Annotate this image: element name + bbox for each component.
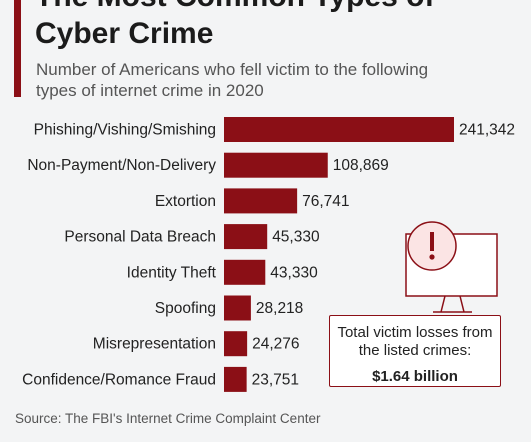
source-note: Source: The FBI's Internet Crime Complai…: [15, 411, 321, 426]
value-label: 108,869: [333, 157, 389, 174]
bar: [224, 366, 247, 392]
callout-value: $1.64 billion: [372, 368, 458, 385]
value-label: 43,330: [270, 264, 318, 281]
category-label: Personal Data Breach: [64, 229, 216, 246]
category-label: Identity Theft: [127, 264, 217, 281]
category-label: Extortion: [155, 193, 216, 210]
total-losses-callout: Total victim losses from the listed crim…: [329, 315, 501, 387]
bar: [224, 331, 248, 357]
value-label: 241,342: [459, 122, 515, 139]
accent-bar: [14, 0, 21, 97]
category-label: Non-Payment/Non-Delivery: [27, 157, 216, 174]
value-label: 45,330: [272, 229, 320, 246]
bar: [224, 188, 298, 214]
value-label: 24,276: [252, 336, 299, 353]
bar: [224, 224, 268, 250]
value-label: 76,741: [302, 193, 349, 210]
monitor-warning-icon: [405, 221, 498, 313]
category-label: Confidence/Romance Fraud: [22, 371, 216, 388]
value-label: 28,218: [256, 300, 303, 317]
callout-text: Total victim losses from the listed crim…: [337, 324, 493, 359]
chart-title: The Most Common Types of Cyber Crime: [35, 0, 434, 50]
category-label: Misrepresentation: [93, 336, 216, 353]
bar: [224, 295, 251, 321]
bar-chart: Phishing/Vishing/Smishing 241,342 Non-Paym…: [22, 117, 515, 392]
bar: [224, 152, 328, 178]
chart-subtitle: Number of Americans who fell victim to t…: [36, 60, 429, 100]
bar: [224, 117, 454, 142]
category-label: Phishing/Vishing/Smishing: [34, 122, 216, 139]
bar: [224, 259, 266, 285]
category-label: Spoofing: [155, 300, 216, 317]
value-label: 23,751: [252, 371, 299, 388]
